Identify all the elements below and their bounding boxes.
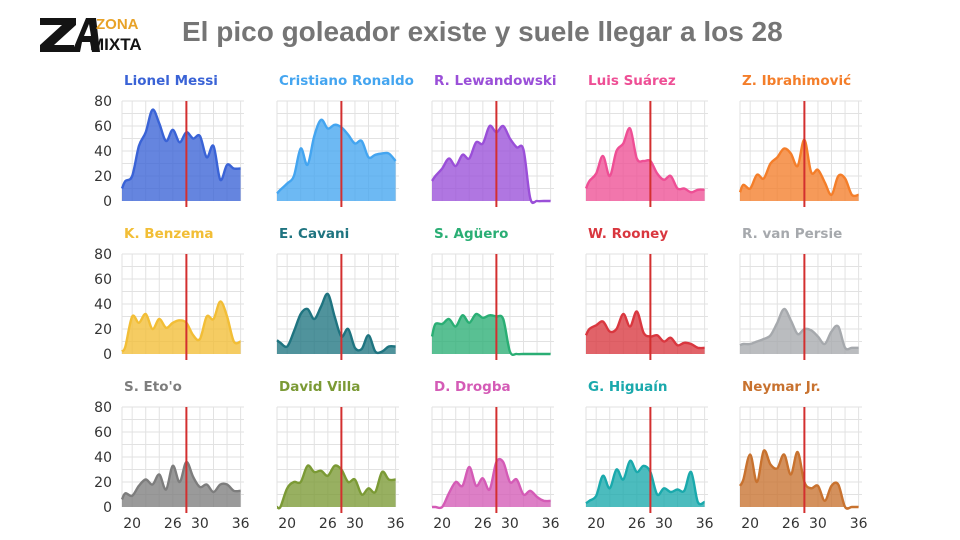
series-line (120, 460, 241, 501)
y-tick-label: 60 (94, 425, 112, 441)
zona-mixta-logo: ZONA MIXTA (40, 16, 142, 52)
series-area (586, 311, 705, 354)
x-tick-label: 30 (191, 516, 209, 532)
series-line (431, 124, 551, 205)
panel-title: David Villa (279, 379, 360, 395)
y-tick-label: 40 (94, 144, 112, 160)
series-line (121, 300, 241, 353)
panel-title: Neymar Jr. (742, 379, 821, 395)
series-line (431, 457, 551, 510)
series-area (432, 313, 551, 355)
x-tick-label: 20 (123, 516, 141, 532)
panel-title: W. Rooney (588, 226, 668, 242)
y-tick-label: 0 (103, 194, 112, 210)
series-area (122, 109, 241, 201)
series-line (739, 307, 859, 351)
series-area (740, 308, 859, 354)
panel-title: R. Lewandowski (434, 73, 556, 89)
panel-title: E. Cavani (279, 226, 349, 242)
x-tick-label: 26 (319, 516, 337, 532)
x-tick-label: 20 (587, 516, 605, 532)
x-tick-label: 30 (346, 516, 364, 532)
logo-word-top: ZONA (96, 16, 139, 33)
panel-2: Cristiano Ronaldo (276, 73, 414, 207)
panel-title: G. Higuaín (588, 379, 667, 395)
y-tick-label: 0 (103, 347, 112, 363)
x-tick-label: 30 (809, 516, 827, 532)
panel-title: S. Eto'o (124, 379, 182, 395)
y-tick-label: 60 (94, 119, 112, 135)
x-tick-label: 26 (782, 516, 800, 532)
series-line (430, 312, 551, 356)
panel-title: S. Agüero (434, 226, 508, 242)
page-title: El pico goleador existe y suele llegar a… (182, 16, 783, 47)
x-tick-label: 20 (433, 516, 451, 532)
panel-11: S. Eto'o 0 20 40 60 80 20 26 30 36 (94, 379, 249, 532)
y-tick-label: 20 (94, 322, 112, 338)
series-line (276, 464, 396, 510)
zm-mark (40, 18, 100, 52)
series-line (584, 127, 705, 194)
series-line (276, 118, 397, 195)
x-tick-label: 20 (741, 516, 759, 532)
series-line (585, 459, 706, 506)
y-tick-label: 0 (103, 500, 112, 516)
series-area (586, 128, 705, 201)
panel-title: Lionel Messi (124, 73, 218, 89)
x-tick-label: 30 (501, 516, 519, 532)
x-tick-label: 26 (628, 516, 646, 532)
panel-14: G. Higuaín 20 26 30 36 (585, 379, 714, 532)
y-tick-label: 20 (94, 475, 112, 491)
series-line (738, 449, 859, 510)
panel-8: S. Agüero (430, 226, 554, 360)
series-area (432, 459, 551, 509)
x-tick-label: 36 (542, 516, 560, 532)
series-area (122, 301, 241, 354)
y-tick-label: 80 (94, 400, 112, 416)
panel-title: Luis Suárez (588, 73, 676, 89)
logo-word-bottom: MIXTA (90, 35, 142, 52)
series-line (276, 292, 396, 355)
series-area (740, 139, 859, 201)
series-line (584, 310, 705, 350)
panel-title: D. Drogba (434, 379, 511, 395)
x-tick-label: 26 (474, 516, 492, 532)
x-tick-label: 36 (696, 516, 714, 532)
panel-title: K. Benzema (124, 226, 214, 242)
series-area (277, 465, 396, 509)
panel-13: D. Drogba 20 26 30 36 (431, 379, 560, 532)
panel-12: David Villa 20 26 30 36 (276, 379, 405, 532)
series-area (122, 461, 241, 507)
panel-6: K. Benzema 0 20 40 60 80 (94, 226, 244, 363)
panel-title: Z. Ibrahimović (742, 73, 851, 89)
series-line (120, 108, 241, 190)
panel-9: W. Rooney (584, 226, 708, 360)
panel-title: Cristiano Ronaldo (279, 73, 414, 89)
y-tick-label: 40 (94, 450, 112, 466)
panel-10: R. van Persie (739, 226, 862, 360)
panel-5: Z. Ibrahimović (738, 73, 862, 207)
x-tick-label: 30 (655, 516, 673, 532)
x-tick-label: 20 (278, 516, 296, 532)
x-tick-label: 36 (850, 516, 868, 532)
panel-15: Neymar Jr. 20 26 30 36 (738, 379, 868, 532)
series-area (432, 125, 551, 203)
series-area (277, 119, 396, 201)
y-tick-label: 60 (94, 272, 112, 288)
panel-1: Lionel Messi 0 20 40 60 80 (94, 73, 244, 210)
y-tick-label: 80 (94, 247, 112, 263)
x-tick-label: 36 (387, 516, 405, 532)
panel-4: Luis Suárez (584, 73, 708, 207)
x-tick-label: 26 (164, 516, 182, 532)
panel-3: R. Lewandowski (431, 73, 556, 207)
y-tick-label: 20 (94, 169, 112, 185)
panel-title: R. van Persie (742, 226, 842, 242)
panel-7: E. Cavani (276, 226, 399, 360)
x-tick-label: 36 (232, 516, 250, 532)
series-line (738, 138, 859, 198)
y-tick-label: 40 (94, 297, 112, 313)
y-tick-label: 80 (94, 94, 112, 110)
